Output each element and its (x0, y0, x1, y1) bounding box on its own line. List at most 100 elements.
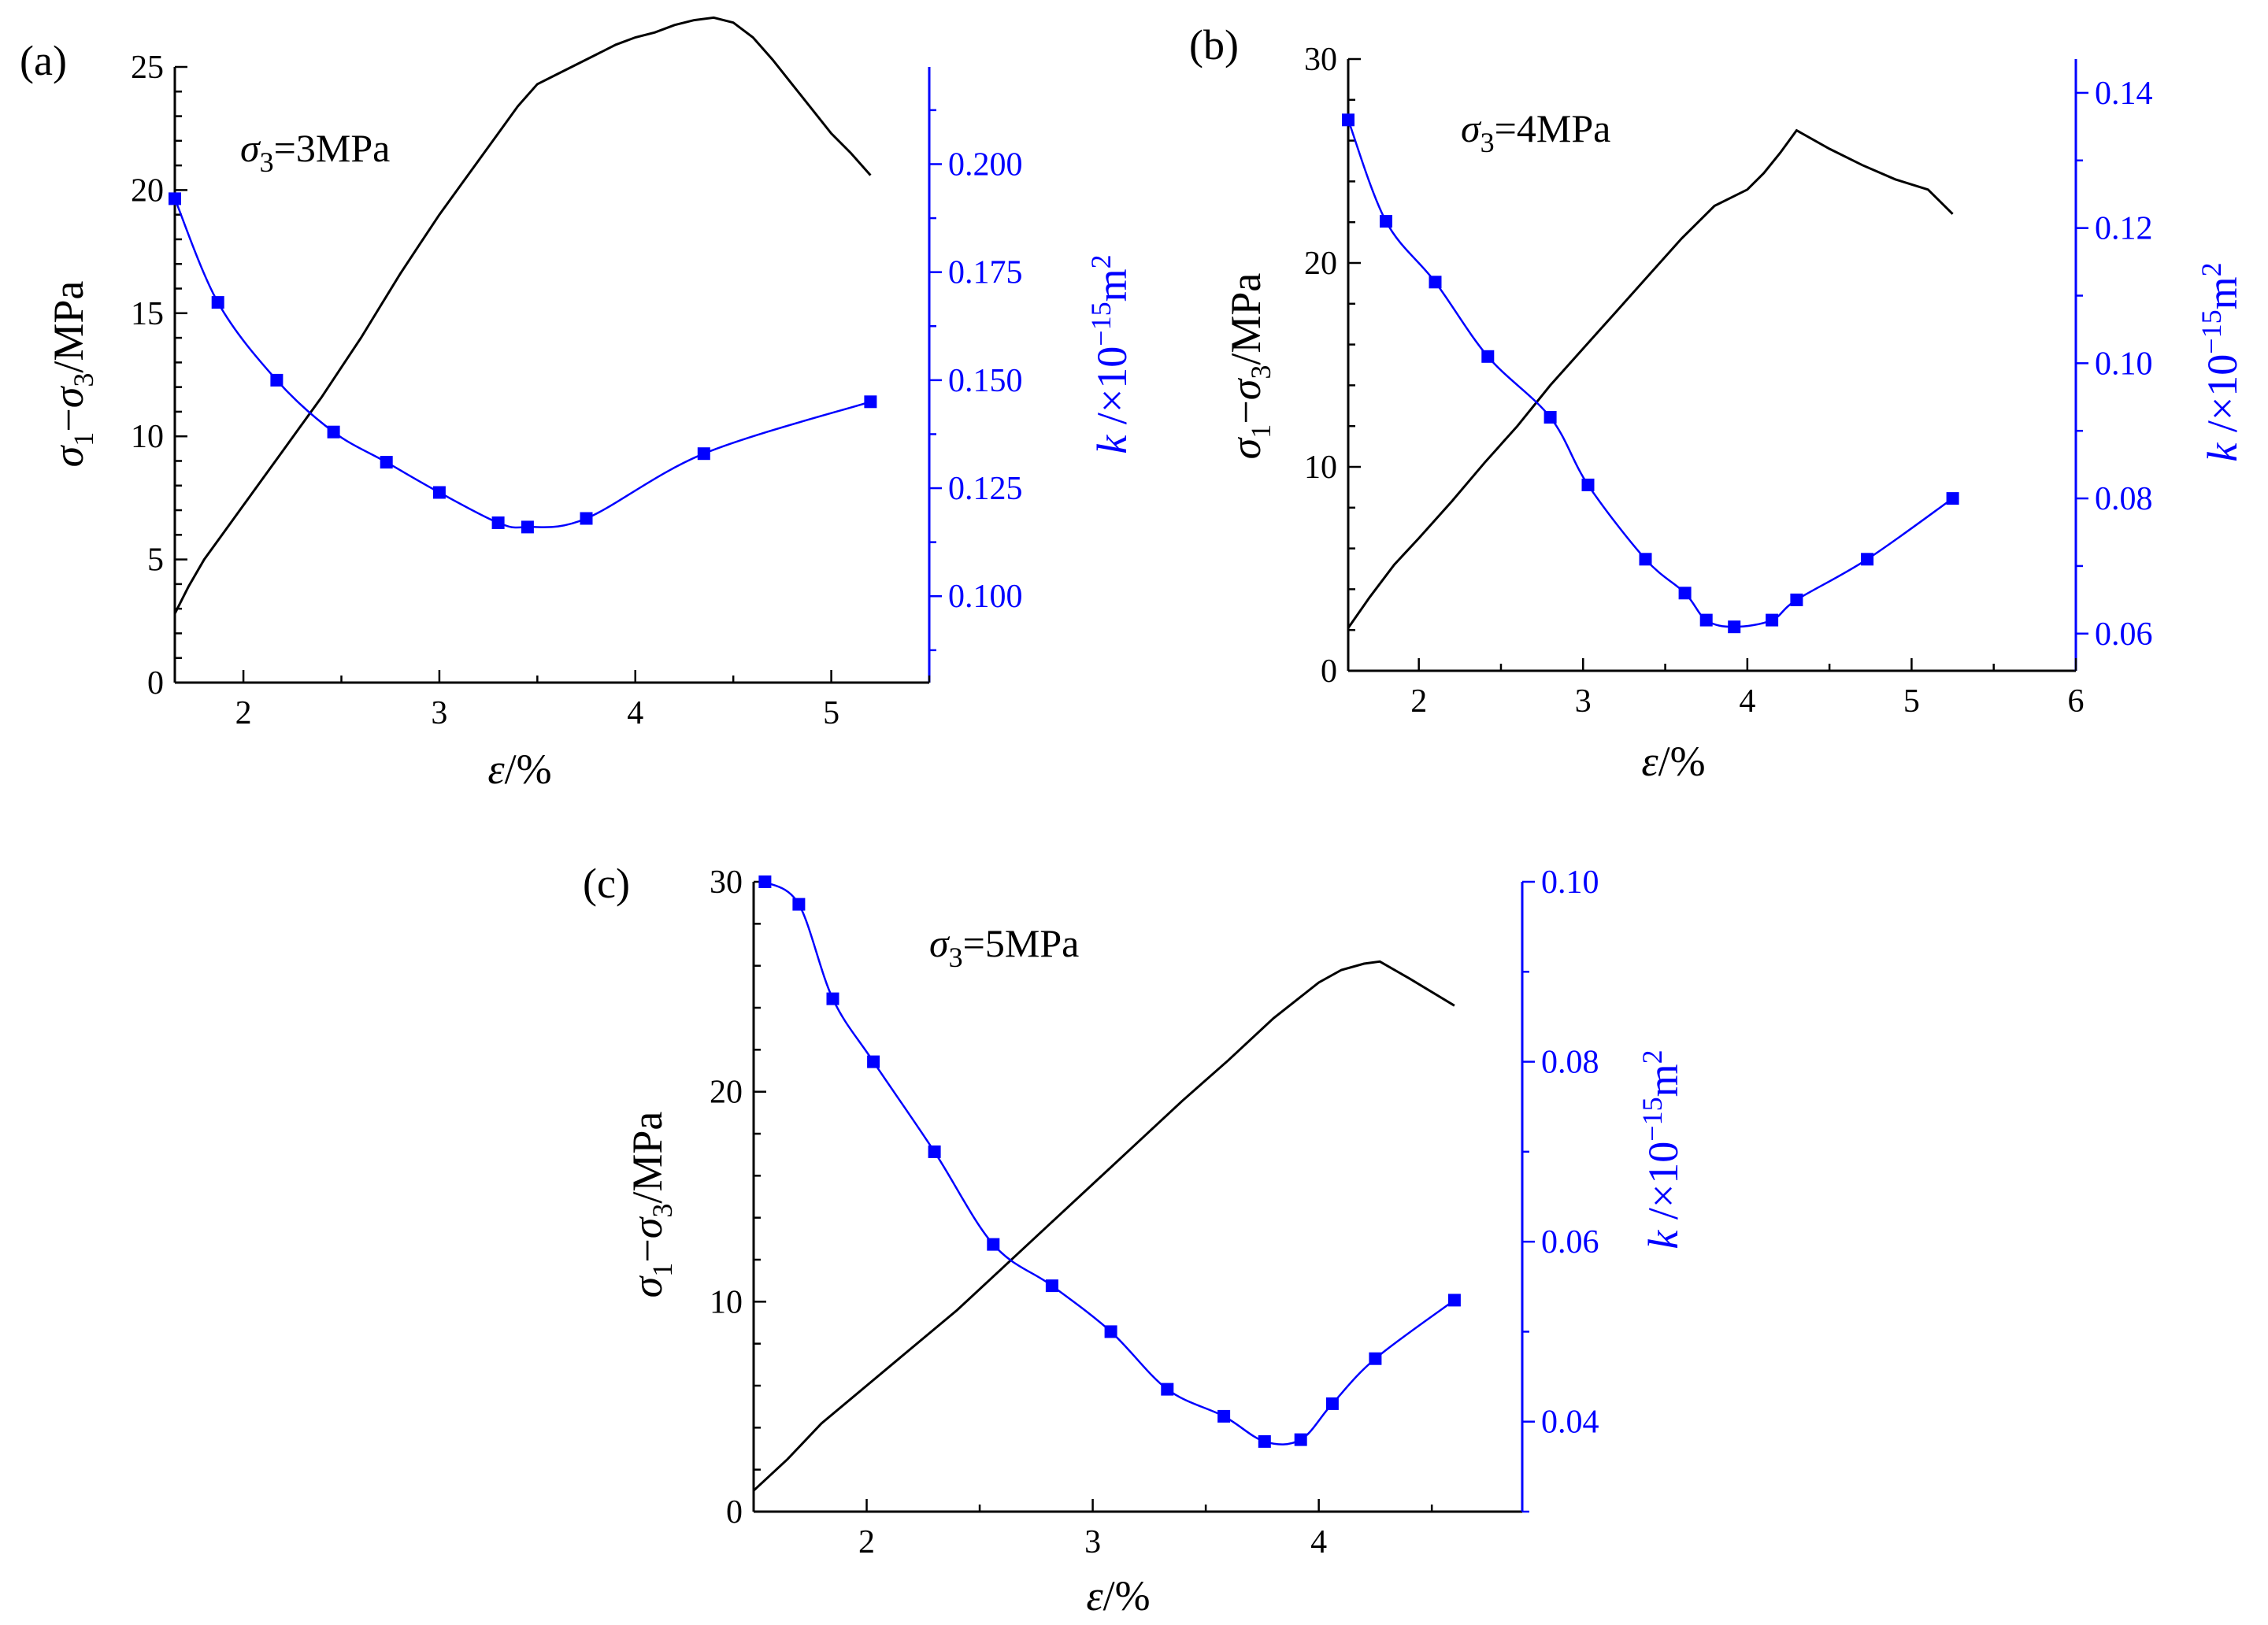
plot-area: 2 3 4 0 10 20 30 0.04 0.06 0.08 0.10 (710, 864, 1599, 1560)
permeability-point (1342, 113, 1354, 127)
svg-text:ε/%: ε/% (1641, 738, 1705, 785)
permeability-point (1861, 553, 1874, 566)
y-left-tick-label: 20 (710, 1075, 743, 1111)
svg-text:σ3=3MPa: σ3=3MPa (240, 126, 390, 178)
x-tick-label: 4 (1739, 683, 1755, 720)
annotation: σ3=5MPa (929, 921, 1079, 973)
y-right-tick-label: 0.08 (2095, 481, 2153, 517)
permeability-point (792, 898, 806, 911)
permeability-point (758, 875, 772, 888)
y-right-tick-label: 0.200 (948, 146, 1023, 183)
svg-text:k /×10−15m2: k /×10−15m2 (2196, 262, 2246, 461)
permeability-point (1325, 1397, 1339, 1410)
y-left-tick-label: 5 (147, 542, 164, 579)
y-left-tick-label: 10 (1304, 450, 1337, 486)
permeability-point (1217, 1409, 1231, 1423)
permeability-point (270, 373, 284, 387)
y-axis-right-title: k /×10−15m2 (2196, 262, 2246, 461)
permeability-curve (764, 880, 1455, 1445)
y-right-tick-label: 0.08 (1541, 1045, 1599, 1081)
plot-area: 2 3 4 5 0 5 10 15 20 25 0.100 0.125 0.150 0.175 0.200 (131, 16, 1023, 731)
permeability-point (1481, 350, 1495, 363)
panel-c: (c) σ3=5MPa 2 3 4 0 10 20 30 0.04 0.06 0.08 0.10 σ… (583, 860, 1687, 1619)
x-axis-title: ε/% (1086, 1572, 1150, 1619)
permeability-point (1790, 593, 1803, 606)
y-axis-right-title: k /×10−15m2 (1085, 254, 1136, 453)
permeability-point (1678, 587, 1692, 600)
stress-curve (752, 960, 1455, 1492)
permeability-point (169, 192, 181, 205)
permeability-point (1258, 1434, 1271, 1448)
y-right-tick-label: 0.04 (1541, 1405, 1599, 1441)
y-right-tick-label: 0.10 (2095, 346, 2153, 382)
y-right-tick-label: 0.175 (948, 255, 1023, 291)
annotation-subscript: 3 (949, 942, 963, 973)
permeability-point (211, 296, 224, 309)
x-tick-label: 3 (431, 695, 447, 731)
plot-area: 2 3 4 5 6 0 10 20 30 0.06 0.08 0.10 0.12 0.14 (1304, 42, 2153, 720)
svg-text:ε/%: ε/% (487, 746, 551, 793)
svg-text:σ1−σ3/MPa: σ1−σ3/MPa (45, 281, 99, 468)
panel-a: (a) σ3=3MPa 2 3 4 505101520250.1000.1250.15… (20, 16, 1136, 793)
permeability-point (987, 1238, 1000, 1251)
annotation: σ3=3MPa (240, 126, 390, 178)
x-tick-label: 4 (627, 695, 643, 731)
y-left-tick-label: 0 (147, 665, 164, 701)
panel-label: (b) (1189, 21, 1239, 68)
permeability-point (1104, 1325, 1117, 1338)
permeability-curve (173, 198, 871, 529)
permeability-point (491, 516, 505, 529)
permeability-point (1294, 1433, 1307, 1446)
y-right-tick-label: 0.10 (1541, 864, 1599, 901)
y-left-tick-label: 10 (131, 419, 164, 455)
y-right-tick-label: 0.12 (2095, 211, 2153, 247)
y-left-tick-label: 15 (131, 296, 164, 332)
annotation-symbol: σ (929, 921, 951, 965)
y-right-tick-label: 0.125 (948, 471, 1023, 507)
y-left-tick-label: 30 (1304, 42, 1337, 78)
x-tick-label: 3 (1575, 683, 1592, 720)
panel-label: (c) (583, 860, 630, 907)
y-left-tick-label: 0 (726, 1494, 743, 1531)
y-left-tick-label: 20 (1304, 246, 1337, 282)
permeability-point (432, 486, 446, 499)
svg-text:σ1−σ3/MPa: σ1−σ3/MPa (1222, 273, 1277, 460)
y-axis-right-title: k /×10−15m2 (1636, 1049, 1687, 1249)
y-right-tick-label: 0.06 (2095, 616, 2153, 653)
svg-text:k /×10−15m2: k /×10−15m2 (1636, 1049, 1687, 1249)
permeability-point (1161, 1383, 1174, 1396)
permeability-point (1946, 492, 1959, 505)
permeability-point (1369, 1352, 1382, 1365)
svg-text:k /×10−15m2: k /×10−15m2 (1085, 254, 1136, 453)
x-tick-label: 6 (2068, 683, 2085, 720)
y-axis-left-title: σ1−σ3/MPa (1222, 273, 1277, 460)
x-tick-label: 3 (1084, 1524, 1101, 1560)
permeability-curve (1347, 119, 1954, 628)
y-axis-left-title: σ1−σ3/MPa (45, 281, 99, 468)
permeability-point (928, 1145, 941, 1158)
y-left-tick-label: 30 (710, 864, 743, 901)
y-left-tick-label: 10 (710, 1284, 743, 1320)
x-axis-title: ε/% (487, 746, 551, 793)
svg-text:σ1−σ3/MPa: σ1−σ3/MPa (624, 1112, 678, 1298)
y-left-tick-label: 0 (1321, 653, 1337, 690)
svg-text:σ3=5MPa: σ3=5MPa (929, 921, 1079, 973)
permeability-point (380, 456, 393, 469)
y-right-tick-label: 0.06 (1541, 1224, 1599, 1260)
y-axis-left-title: σ1−σ3/MPa (624, 1112, 678, 1298)
annotation-text: =3MPa (274, 126, 391, 170)
permeability-point (826, 992, 839, 1005)
permeability-point (580, 512, 593, 525)
y-right-tick-label: 0.14 (2095, 76, 2153, 112)
x-tick-label: 2 (858, 1524, 875, 1560)
permeability-point (1639, 553, 1652, 566)
x-axis-title: ε/% (1641, 738, 1705, 785)
x-tick-label: 4 (1310, 1524, 1327, 1560)
permeability-point (1581, 478, 1595, 491)
x-tick-label: 2 (1410, 683, 1427, 720)
permeability-point (327, 425, 340, 439)
permeability-point (1766, 613, 1779, 627)
panel-label: (a) (20, 37, 67, 84)
permeability-point (867, 1055, 880, 1068)
